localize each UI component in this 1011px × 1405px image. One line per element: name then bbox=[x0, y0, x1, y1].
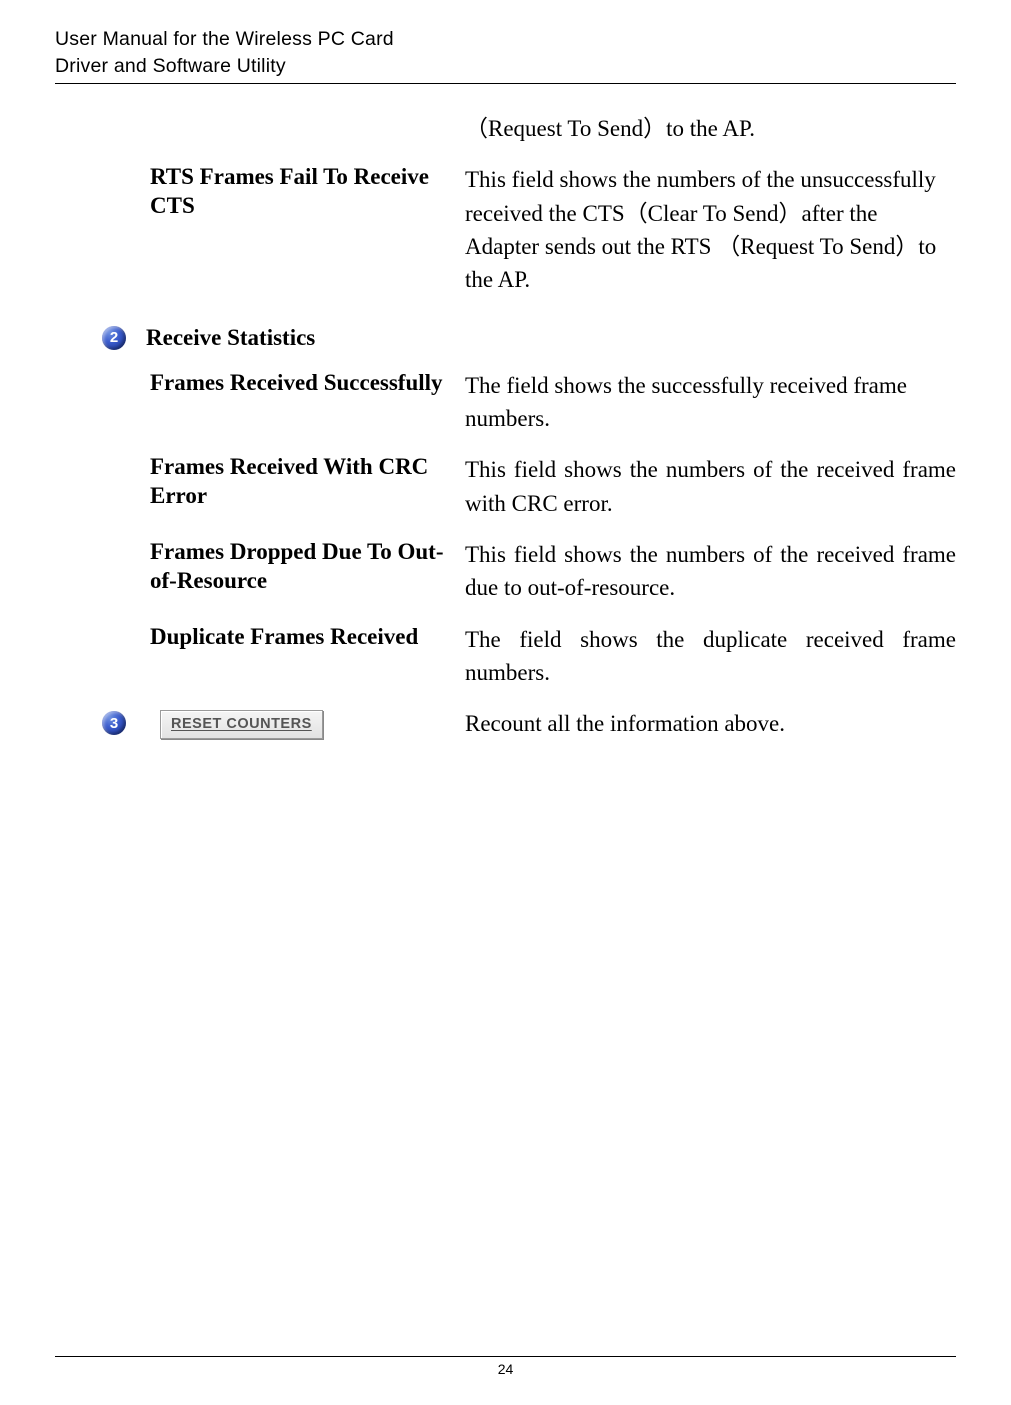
row-orphan-continuation: （Request To Send）to the AP. bbox=[150, 112, 956, 145]
label-frames-received-success: Frames Received Successfully bbox=[150, 369, 465, 398]
desc-frames-crc-error: This field shows the numbers of the rece… bbox=[465, 453, 956, 520]
section-2-title: Receive Statistics bbox=[146, 325, 315, 351]
desc-duplicate-frames: The field shows the duplicate received f… bbox=[465, 623, 956, 690]
section-2-header: 2 Receive Statistics bbox=[102, 325, 956, 351]
label-frames-out-of-resource: Frames Dropped Due To Out-of-Resource bbox=[150, 538, 465, 596]
desc-reset-counters: Recount all the information above. bbox=[465, 707, 956, 740]
content-area: （Request To Send）to the AP. RTS Frames F… bbox=[150, 112, 956, 741]
page-container: User Manual for the Wireless PC Card Dri… bbox=[0, 0, 1011, 1405]
reset-counters-button[interactable]: RESET COUNTERS bbox=[160, 710, 323, 738]
row-frames-crc-error: Frames Received With CRC Error This fiel… bbox=[150, 453, 956, 520]
footer-divider bbox=[55, 1356, 956, 1357]
reset-button-cell: RESET COUNTERS bbox=[150, 707, 465, 738]
orphan-description: （Request To Send）to the AP. bbox=[465, 112, 956, 145]
desc-rts-fail: This field shows the numbers of the unsu… bbox=[465, 163, 956, 296]
desc-frames-received-success: The field shows the successfully receive… bbox=[465, 369, 956, 436]
bullet-3-icon: 3 bbox=[102, 711, 126, 735]
row-frames-out-of-resource: Frames Dropped Due To Out-of-Resource Th… bbox=[150, 538, 956, 605]
header-divider bbox=[55, 83, 956, 84]
row-rts-fail: RTS Frames Fail To Receive CTS This fiel… bbox=[150, 163, 956, 296]
label-frames-crc-error: Frames Received With CRC Error bbox=[150, 453, 465, 511]
desc-frames-out-of-resource: This field shows the numbers of the rece… bbox=[465, 538, 956, 605]
row-reset-counters: 3 RESET COUNTERS Recount all the informa… bbox=[102, 707, 956, 740]
label-rts-fail: RTS Frames Fail To Receive CTS bbox=[150, 163, 465, 221]
row-frames-received-success: Frames Received Successfully The field s… bbox=[150, 369, 956, 436]
page-number: 24 bbox=[55, 1361, 956, 1377]
row-duplicate-frames: Duplicate Frames Received The field show… bbox=[150, 623, 956, 690]
footer: 24 bbox=[55, 1356, 956, 1377]
header-title-line1: User Manual for the Wireless PC Card bbox=[55, 28, 956, 51]
label-duplicate-frames: Duplicate Frames Received bbox=[150, 623, 465, 652]
bullet-2-icon: 2 bbox=[102, 326, 126, 350]
header-title-line2: Driver and Software Utility bbox=[55, 55, 956, 78]
bullet-3-col: 3 bbox=[102, 707, 150, 735]
